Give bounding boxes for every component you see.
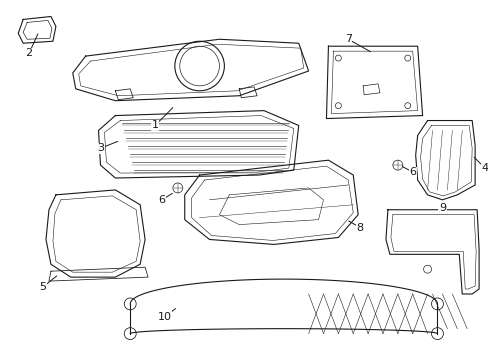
Text: 3: 3 (97, 143, 104, 153)
Text: 7: 7 (344, 34, 351, 44)
Text: 9: 9 (438, 203, 445, 213)
Text: 5: 5 (40, 282, 46, 292)
Text: 1: 1 (151, 121, 158, 130)
Text: 10: 10 (158, 312, 172, 322)
Text: 6: 6 (158, 195, 165, 205)
Text: 8: 8 (356, 222, 363, 233)
Text: 4: 4 (481, 163, 488, 173)
Text: 2: 2 (25, 48, 33, 58)
Text: 6: 6 (408, 167, 415, 177)
